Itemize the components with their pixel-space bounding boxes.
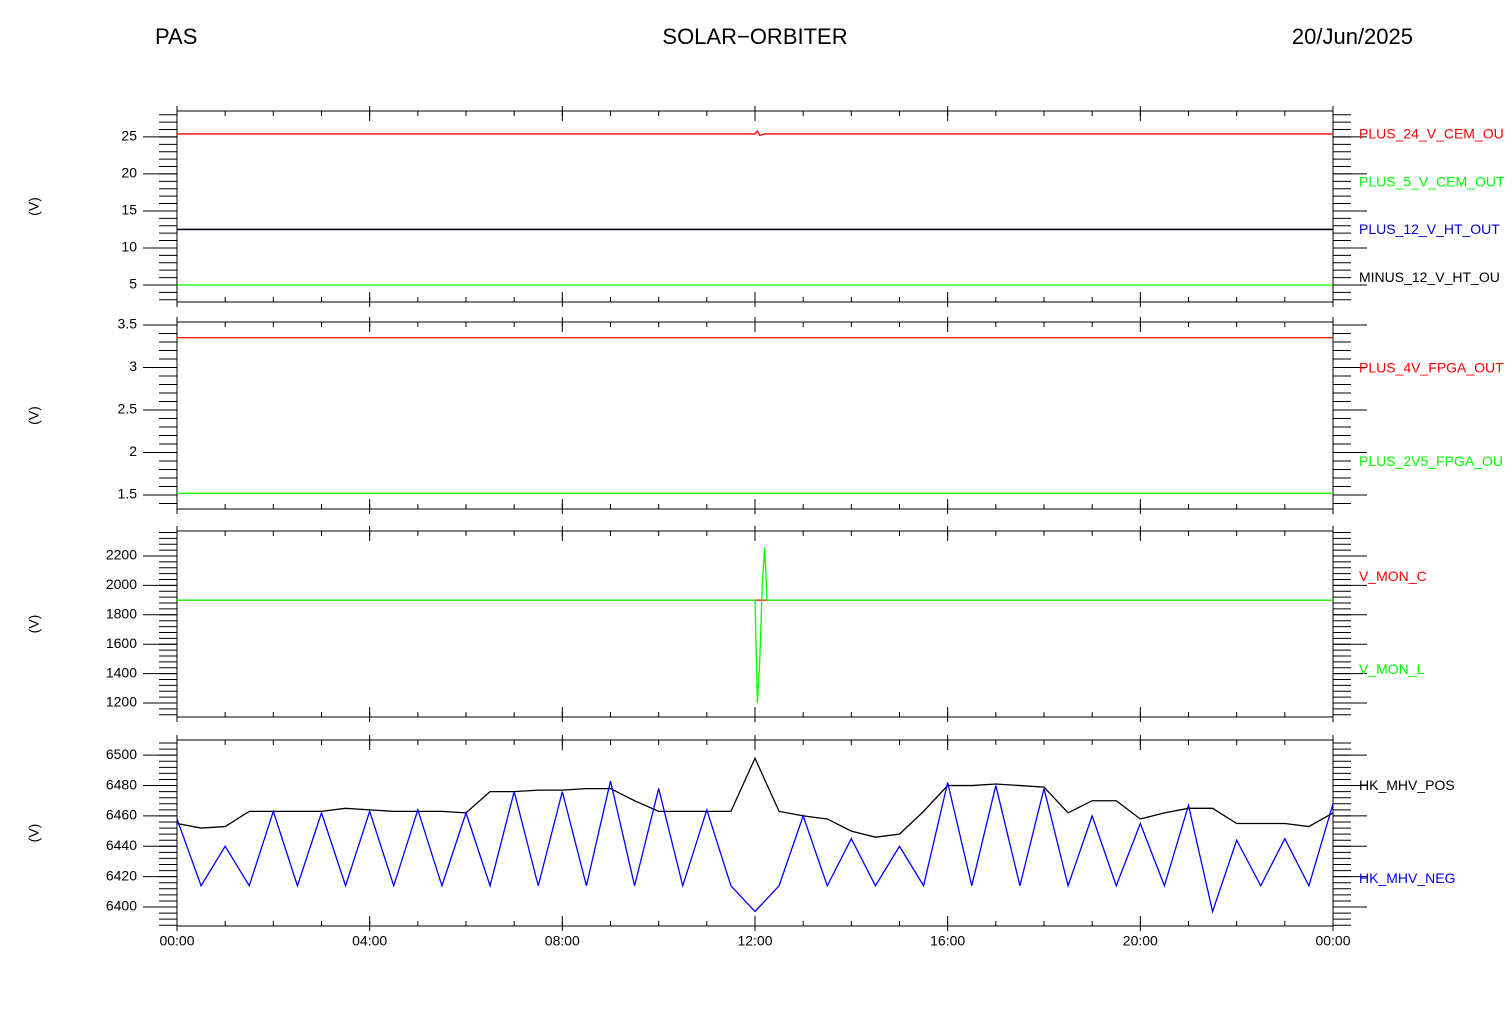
x-tick-label: 04:00 xyxy=(352,933,387,949)
y-tick-label: 2000 xyxy=(106,576,137,592)
legend-label: PLUS_5_V_CEM_OUT xyxy=(1359,173,1505,189)
y-tick-label: 3 xyxy=(129,358,137,374)
y-axis-label: (V) xyxy=(26,406,42,425)
legend-label: PLUS_24_V_CEM_OU xyxy=(1359,126,1504,142)
legend-label: PLUS_12_V_HT_OUT xyxy=(1359,221,1500,237)
y-tick-label: 25 xyxy=(121,128,137,144)
y-tick-label: 6400 xyxy=(106,898,137,914)
header-left: PAS xyxy=(155,24,197,49)
y-tick-label: 1600 xyxy=(106,635,137,651)
y-tick-label: 6480 xyxy=(106,776,137,792)
legend-label: PLUS_2V5_FPGA_OU xyxy=(1359,453,1503,469)
legend-label: V_MON_C xyxy=(1359,568,1427,584)
y-axis-label: (V) xyxy=(26,824,42,843)
series-line xyxy=(177,547,1333,704)
y-tick-label: 1200 xyxy=(106,694,137,710)
y-tick-label: 6420 xyxy=(106,867,137,883)
plot-frame xyxy=(176,739,1334,927)
x-tick-label: 16:00 xyxy=(930,933,965,949)
x-tick-label: 00:00 xyxy=(159,933,194,949)
x-tick-label: 08:00 xyxy=(545,933,580,949)
y-axis-label: (V) xyxy=(26,197,42,216)
header-center: SOLAR−ORBITER xyxy=(662,24,847,49)
plot-frame xyxy=(176,110,1334,303)
y-tick-label: 1800 xyxy=(106,606,137,622)
legend-label: MINUS_12_V_HT_OU xyxy=(1359,269,1500,285)
y-tick-label: 1400 xyxy=(106,664,137,680)
y-axis-label: (V) xyxy=(26,615,42,634)
y-tick-label: 6460 xyxy=(106,807,137,823)
x-tick-label: 12:00 xyxy=(737,933,772,949)
y-tick-label: 6440 xyxy=(106,837,137,853)
y-tick-label: 20 xyxy=(121,165,137,181)
legend-label: HK_MHV_NEG xyxy=(1359,870,1455,886)
series-line xyxy=(177,129,1333,137)
y-tick-label: 2 xyxy=(129,443,137,459)
plot-frame xyxy=(176,321,1334,510)
y-tick-label: 10 xyxy=(121,239,137,255)
y-tick-label: 2.5 xyxy=(118,401,138,417)
y-tick-label: 1.5 xyxy=(118,486,138,502)
y-tick-label: 2200 xyxy=(106,547,137,563)
legend-label: V_MON_L xyxy=(1359,661,1425,677)
y-tick-label: 3.5 xyxy=(118,316,138,332)
x-tick-label: 00:00 xyxy=(1315,933,1350,949)
series-line xyxy=(176,780,1334,914)
series-line xyxy=(176,756,1334,838)
x-tick-label: 20:00 xyxy=(1123,933,1158,949)
legend-label: HK_MHV_POS xyxy=(1359,777,1455,793)
header-right: 20/Jun/2025 xyxy=(1292,24,1413,49)
y-tick-label: 15 xyxy=(121,202,137,218)
y-tick-label: 5 xyxy=(129,276,137,292)
y-tick-label: 6500 xyxy=(106,746,137,762)
legend-label: PLUS_4V_FPGA_OUT xyxy=(1359,359,1504,375)
